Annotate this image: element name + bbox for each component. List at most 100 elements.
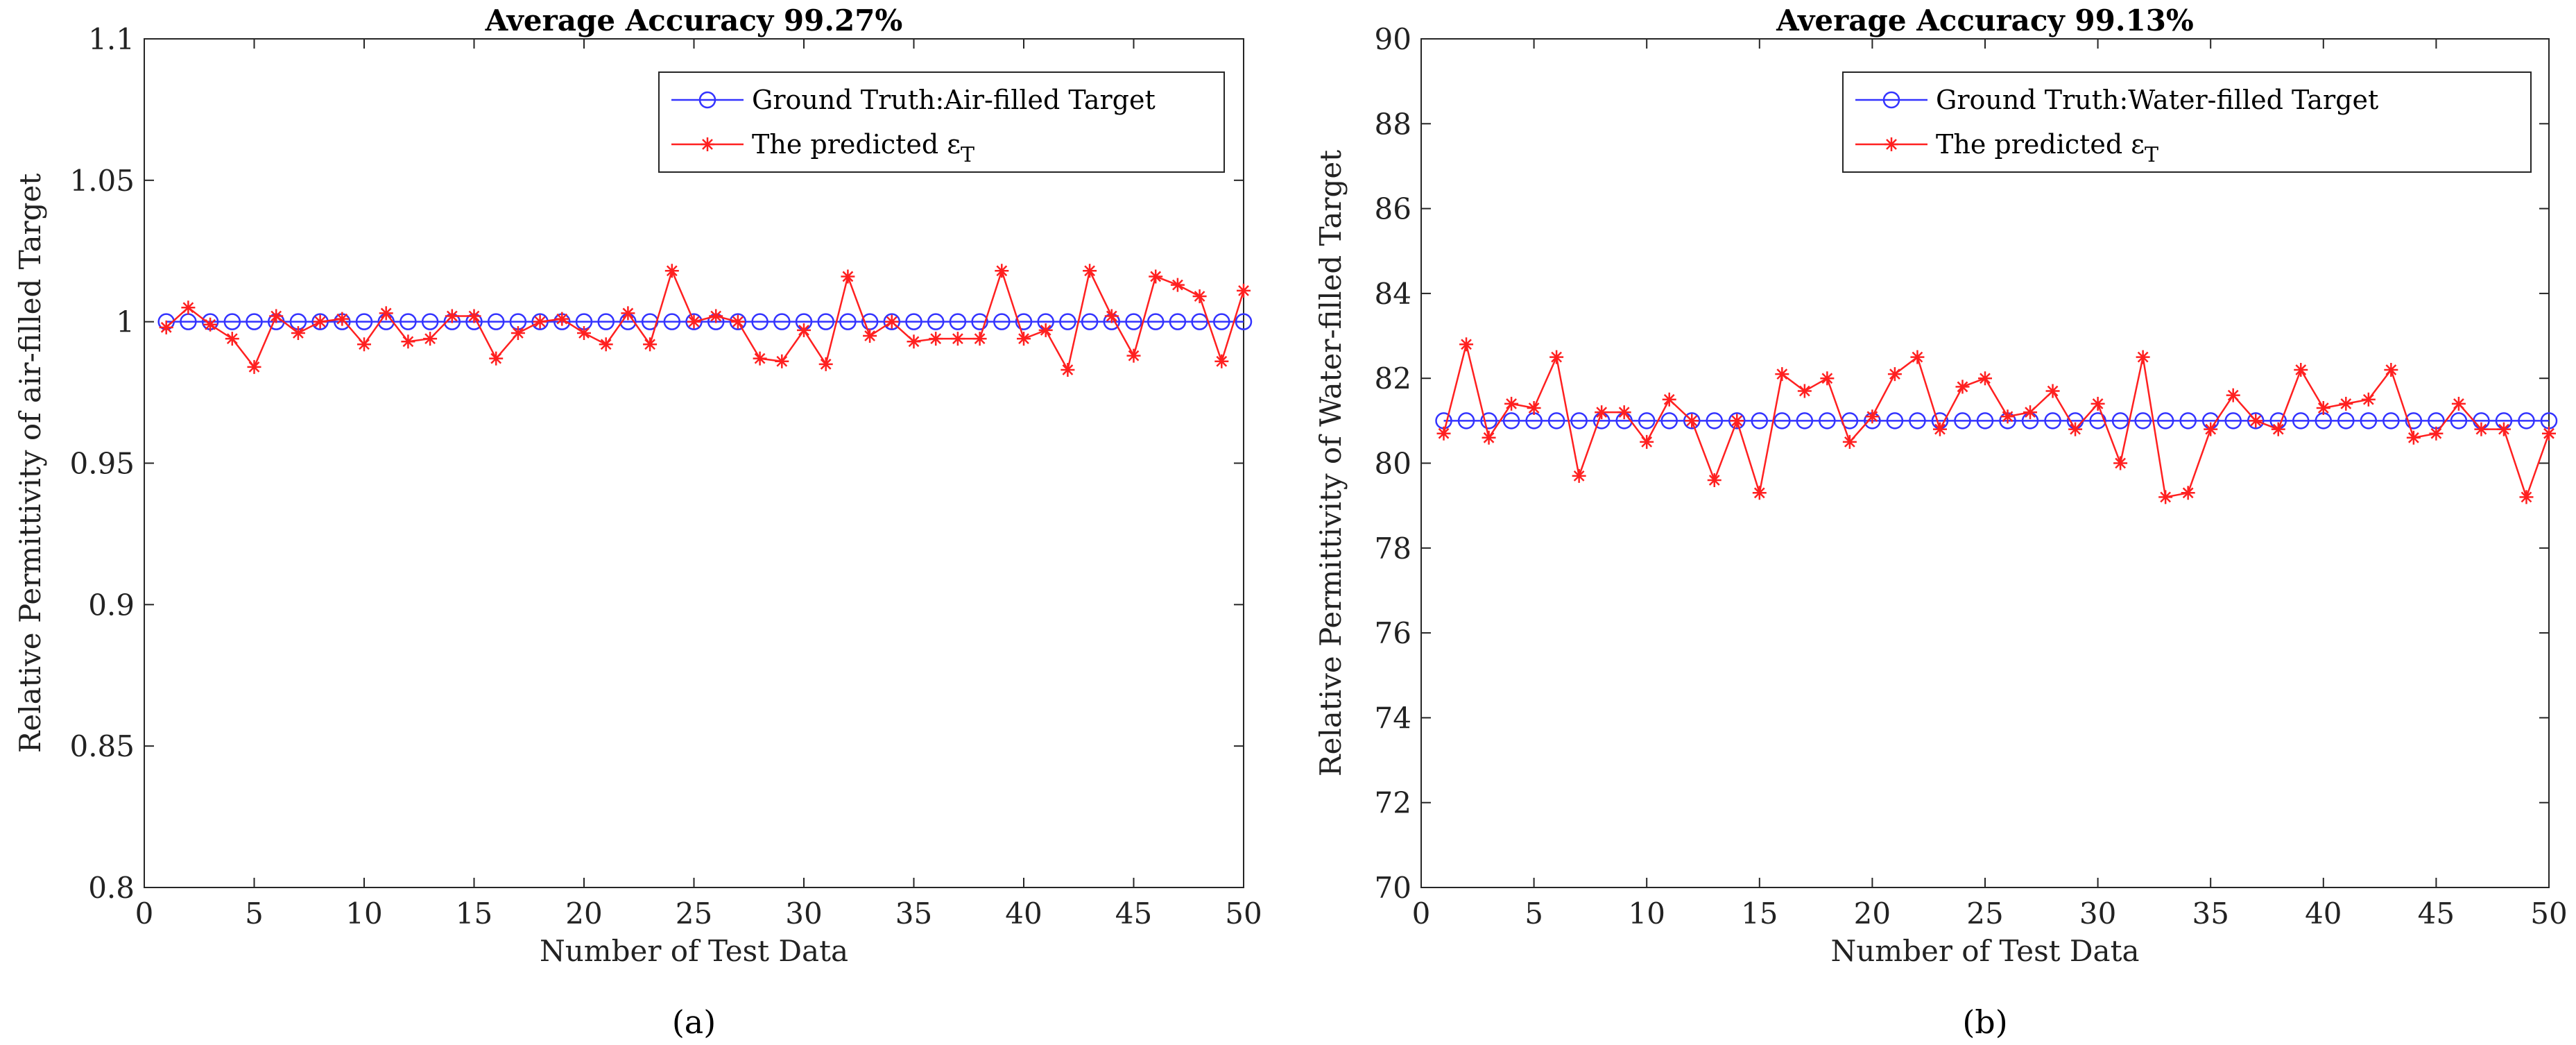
x-tick-label: 15 [1741,897,1778,931]
x-tick-label: 30 [785,897,822,931]
x-tick-label: 5 [1525,897,1543,931]
data-point [2519,490,2534,504]
x-tick-label: 10 [345,897,382,931]
data-point [1237,283,1251,298]
data-point [797,323,811,337]
data-point [1125,313,1142,330]
legend-label-text: Ground Truth:Water-filled Target [1936,85,2378,115]
data-point [1685,414,1699,428]
data-point [1728,412,1746,430]
data-point [1170,278,1185,292]
data-point [863,329,877,343]
data-point [2090,396,2105,411]
data-point [1842,434,1857,449]
data-point [533,314,547,329]
data-point [1213,313,1230,330]
y-tick-label: 80 [1375,447,1411,481]
legend-box [658,71,1225,173]
data-point [311,313,329,330]
data-point [467,309,481,323]
data-point [2156,412,2174,430]
data-point [2339,396,2353,411]
data-point [1820,371,1835,386]
data-point [489,351,504,366]
data-point [2224,412,2242,430]
data-point [2496,422,2511,436]
data-point [751,313,768,330]
data-point [1015,313,1033,330]
data-point [663,313,681,330]
data-point [1955,380,1970,394]
y-tick-label: 88 [1375,107,1411,141]
legend-label-subscript: T [961,143,974,167]
data-point [357,337,371,352]
data-point [775,354,789,368]
data-point [1909,412,1926,430]
x-tick-label: 45 [1115,897,1152,931]
data-point [2361,392,2376,407]
data-point [730,314,745,329]
data-point [1707,473,1721,487]
data-point [2226,388,2240,402]
legend-label: Ground Truth:Water-filled Target [1936,85,2378,115]
x-tick-label: 10 [1628,897,1665,931]
data-point [1061,362,1075,377]
data-point [1147,313,1165,330]
data-point [1797,384,1812,398]
data-point [225,332,239,346]
data-point [1638,412,1656,430]
legend: Ground Truth:Air-filled Target The predic… [658,71,1225,173]
data-point [2136,350,2150,364]
data-point [927,313,945,330]
data-point [555,312,569,326]
data-point [1978,371,1992,386]
series-predicted [1436,337,2556,504]
data-point [1954,412,1971,430]
data-point [1595,405,1609,420]
data-point [247,359,261,374]
legend-label-text: The predicted ε [1936,129,2145,160]
chart-b: 0 5 10 15 20 25 30 35 40 45 50 70 72 74 76 78 80 82 84 86 88… [1314,3,2568,1041]
data-point [1751,412,1769,430]
y-tick-label: 1 [116,305,135,339]
data-point [1459,337,1474,352]
data-point [203,317,218,332]
data-point [1730,414,1744,428]
legend-item: The predicted εT [671,129,974,167]
data-point [995,264,1009,278]
data-point [2382,412,2400,430]
plot-area [144,38,1244,888]
x-tick-label: 40 [1005,897,1042,931]
data-point [1910,350,1925,364]
data-point [2542,426,2556,441]
legend-item: Ground Truth:Water-filled Target [1855,85,2378,115]
data-point [729,313,747,330]
legend-item: Ground Truth:Air-filled Target [671,85,1156,115]
data-point [2316,401,2330,416]
data-point [929,332,943,346]
y-tick-label: 1.1 [88,22,135,56]
data-point [335,312,350,326]
legend-label: Ground Truth:Air-filled Target [752,85,1156,115]
x-tick-label: 0 [135,897,154,931]
y-tick-label: 90 [1375,22,1411,56]
x-tick-label: 25 [1966,897,2003,931]
data-point [355,313,373,330]
y-tick-label: 74 [1375,701,1411,735]
data-point [972,332,987,346]
subfigure-caption: (b) [1962,1003,2007,1041]
data-point [313,314,327,329]
legend-label-subscript: T [2145,143,2158,167]
data-point [577,325,591,340]
data-point [531,313,549,330]
data-point [2249,414,2263,428]
data-point [884,314,899,329]
subfigure-caption: (a) [672,1003,716,1041]
y-tick-label: 86 [1375,192,1411,226]
data-point [2474,422,2489,436]
data-point [1081,313,1099,330]
data-point [950,332,965,346]
data-point [379,306,393,321]
data-point [2089,412,2106,430]
